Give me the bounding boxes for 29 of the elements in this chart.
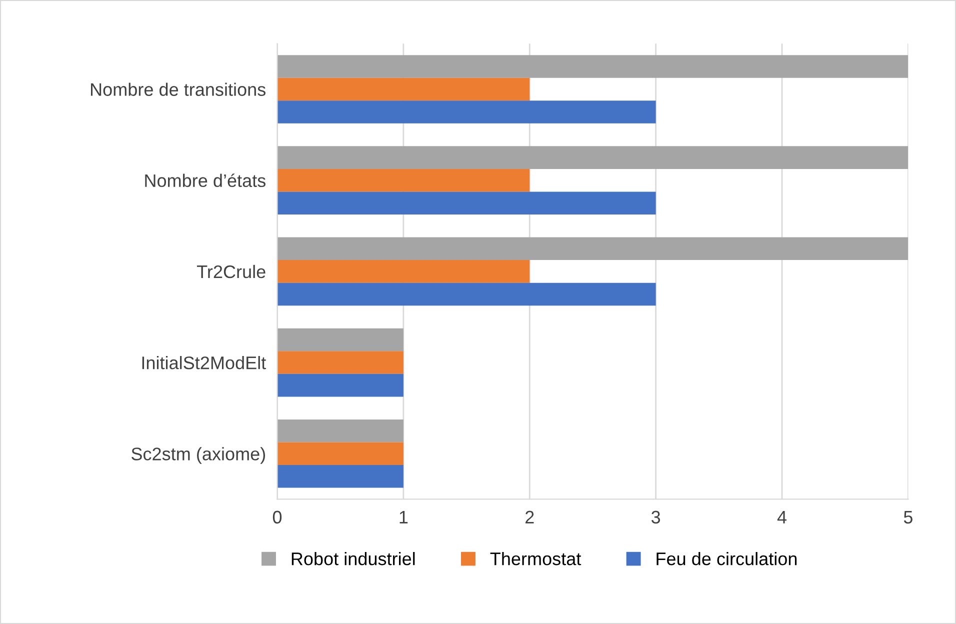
bar — [277, 55, 908, 78]
bar — [277, 78, 530, 101]
x-tick-label: 2 — [526, 510, 534, 524]
bar — [277, 351, 404, 374]
legend-label: Robot industriel — [292, 552, 415, 566]
x-tick-label: 4 — [777, 510, 786, 524]
x-tick-label: 1 — [400, 510, 408, 524]
bar — [277, 374, 404, 397]
legend-label: Feu de circulation — [656, 552, 797, 566]
bar — [277, 465, 404, 488]
bar — [277, 100, 656, 124]
x-tick-label: 3 — [651, 510, 660, 524]
bar — [277, 260, 530, 283]
y-tick-label: InitialSt2ModElt — [142, 356, 266, 370]
bar — [277, 282, 656, 306]
y-tick-label: Nombre d’états — [145, 174, 266, 188]
bar — [277, 237, 908, 260]
bar — [277, 146, 908, 169]
bar — [277, 328, 404, 352]
bar — [277, 419, 404, 442]
y-tick-label: Sc2stm (axiome) — [132, 447, 266, 464]
y-tick-label: Tr2Crule — [196, 264, 266, 278]
legend-label: Thermostat — [490, 552, 582, 566]
bar — [277, 442, 404, 466]
bar — [277, 192, 656, 214]
y-tick-label: Nombre de transitions — [91, 82, 266, 96]
x-tick-label: 0 — [272, 510, 282, 524]
bar — [277, 168, 530, 192]
x-tick-label: 5 — [904, 510, 912, 524]
